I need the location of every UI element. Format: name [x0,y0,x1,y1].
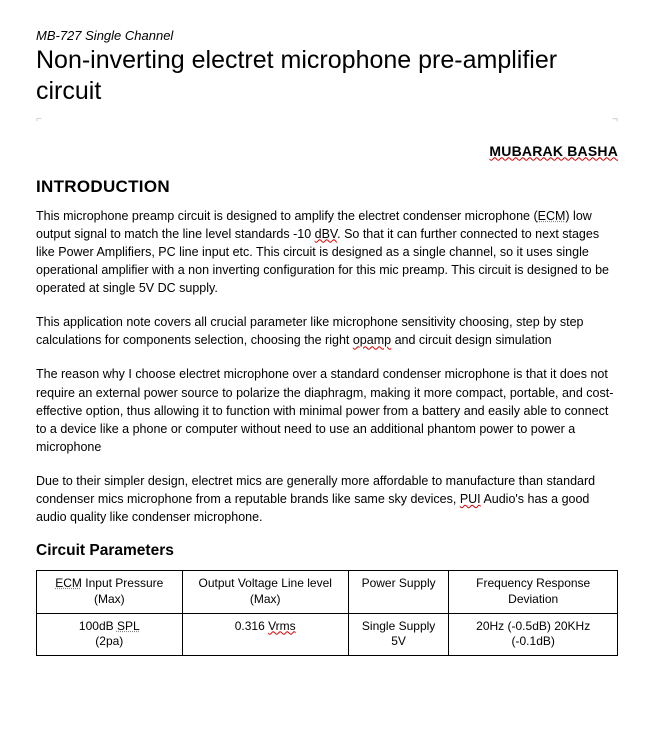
th-power-supply: Power Supply [348,571,449,613]
td-output-voltage: 0.316 Vrms [182,613,348,655]
th-output-voltage: Output Voltage Line level (Max) [182,571,348,613]
document-subtitle: MB-727 Single Channel [36,28,618,43]
td-vrms: Vrms [268,619,296,633]
author-name: MUBARAK BASHA [36,143,618,159]
margin-markers: ⌐ ¬ [36,114,618,125]
p1-text-a: This microphone preamp circuit is design… [36,209,538,223]
intro-paragraph-1: This microphone preamp circuit is design… [36,207,618,298]
td-spl: SPL [117,619,140,633]
td-100db: 100dB [79,619,117,633]
th-frequency-response: Frequency Response Deviation [449,571,618,613]
th-ecm-input: ECM Input Pressure (Max) [37,571,183,613]
author-text: MUBARAK BASHA [489,143,618,159]
p2-text-b: and circuit design simulation [391,333,552,347]
corner-right-mark: ¬ [612,114,618,125]
intro-paragraph-4: Due to their simpler design, electret mi… [36,472,618,526]
p1-ecm: ECM [538,209,566,223]
p1-dbv: dBV [315,227,337,241]
table-header-row: ECM Input Pressure (Max) Output Voltage … [37,571,618,613]
td-ecm-input: 100dB SPL (2pa) [37,613,183,655]
table-row: 100dB SPL (2pa) 0.316 Vrms Single Supply… [37,613,618,655]
td-power-supply: Single Supply 5V [348,613,449,655]
td-frequency: 20Hz (-0.5dB) 20KHz (-0.1dB) [449,613,618,655]
circuit-parameters-heading: Circuit Parameters [36,542,618,560]
corner-left-mark: ⌐ [36,114,42,125]
intro-paragraph-3: The reason why I choose electret microph… [36,365,618,456]
th-ecm-rest: Input Pressure (Max) [82,576,163,606]
document-title: Non-inverting electret microphone pre-am… [36,45,618,108]
parameters-table: ECM Input Pressure (Max) Output Voltage … [36,570,618,655]
td-2pa: (2pa) [95,634,123,648]
p2-opamp: opamp [353,333,391,347]
th-ecm: ECM [55,576,82,590]
intro-heading: INTRODUCTION [36,177,618,197]
p4-pui: PUI [460,492,481,506]
intro-paragraph-2: This application note covers all crucial… [36,313,618,349]
td-0316: 0.316 [235,619,268,633]
